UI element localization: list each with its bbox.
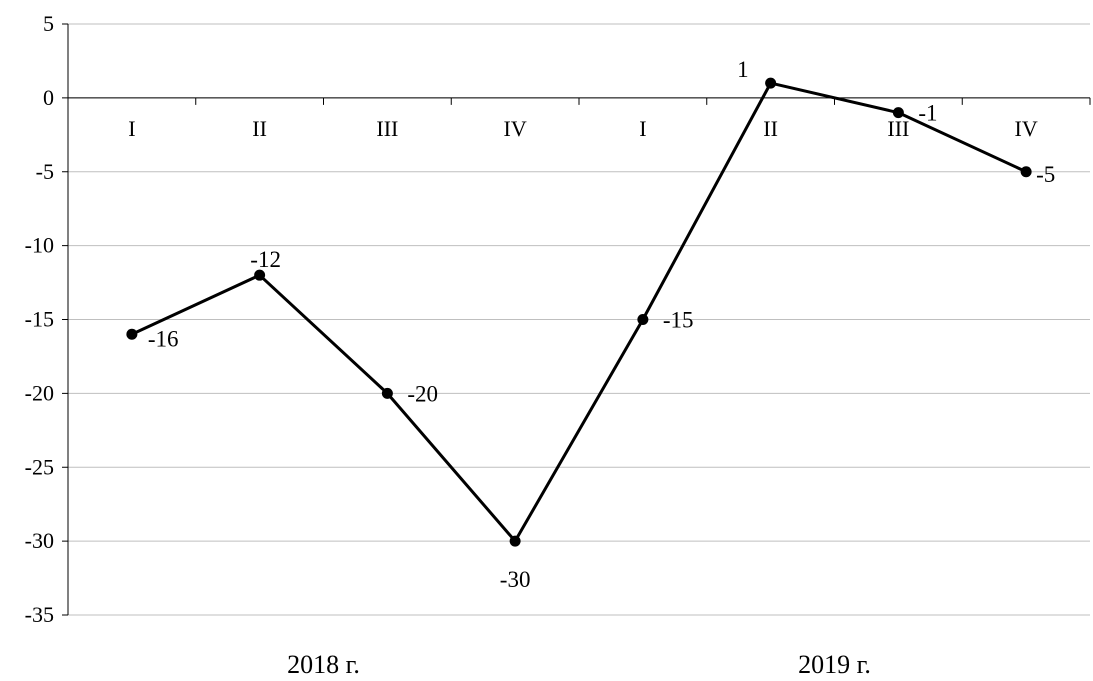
data-label: -5 — [1036, 162, 1055, 187]
category-label: II — [763, 116, 778, 141]
data-labels: -16 -12 -20 -30 -15 1 -1 -5 — [148, 57, 1055, 592]
year-labels: 2018 г. 2019 г. — [287, 650, 871, 679]
category-label: III — [376, 116, 398, 141]
year-label: 2019 г. — [798, 650, 871, 679]
y-tick-label: -20 — [25, 380, 54, 405]
data-label: -12 — [250, 247, 281, 272]
data-point — [637, 314, 649, 325]
category-label: I — [639, 116, 646, 141]
data-point — [126, 328, 138, 340]
data-point — [509, 535, 521, 547]
data-point — [765, 77, 777, 89]
category-labels: I II III IV I II III IV — [128, 116, 1038, 141]
y-tick-label: -35 — [25, 602, 54, 627]
category-label: IV — [1015, 116, 1038, 141]
data-label: -1 — [918, 101, 937, 126]
data-label: -16 — [148, 326, 179, 351]
data-label: 1 — [737, 57, 749, 82]
category-label: IV — [504, 116, 527, 141]
data-label: -20 — [407, 381, 438, 406]
data-point — [254, 269, 266, 281]
y-tick-label: -15 — [25, 307, 54, 332]
category-label: II — [252, 116, 267, 141]
series-line-path — [131, 81, 1027, 543]
data-label: -30 — [500, 567, 531, 592]
y-tick-label: -25 — [25, 454, 54, 479]
y-tick-labels: 5 0 -5 -10 -15 -20 -25 -30 -35 — [25, 11, 54, 627]
category-label: I — [128, 116, 135, 141]
y-tick-label: -5 — [36, 159, 54, 184]
category-label: III — [887, 116, 909, 141]
data-label: -15 — [663, 308, 694, 333]
y-tick-label: -10 — [25, 233, 54, 258]
y-tick-label: 0 — [43, 85, 54, 110]
y-tick-label: -30 — [25, 528, 54, 553]
data-point — [381, 387, 393, 399]
year-label: 2018 г. — [287, 650, 360, 679]
data-point — [892, 107, 904, 119]
data-point — [1020, 166, 1032, 178]
y-tick-label: 5 — [43, 11, 54, 36]
series-line — [126, 77, 1032, 547]
axes — [62, 23, 1091, 616]
